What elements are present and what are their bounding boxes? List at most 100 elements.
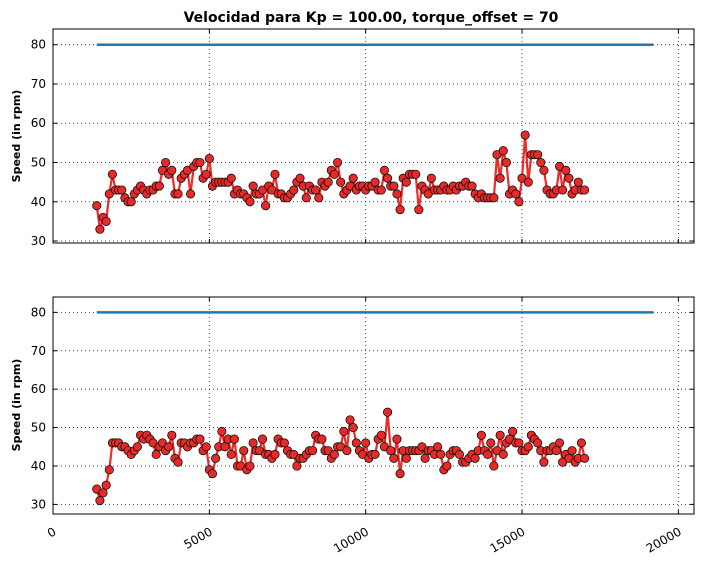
speed-point xyxy=(576,438,586,448)
speed-point xyxy=(580,453,590,463)
y-tick-label: 80 xyxy=(31,305,46,319)
speed-point xyxy=(389,181,399,191)
speed-point xyxy=(580,185,590,195)
speed-point xyxy=(201,169,211,179)
top-y-ticks: 30 40 50 60 70 80 xyxy=(31,38,694,248)
speed-point xyxy=(476,430,486,440)
speed-point xyxy=(314,193,324,203)
speed-point xyxy=(345,415,355,425)
speed-point xyxy=(279,438,289,448)
speed-point xyxy=(495,173,505,183)
speed-point xyxy=(107,169,117,179)
bottom-axes-frame xyxy=(52,296,695,515)
speed-point xyxy=(226,173,236,183)
y-tick-label: 50 xyxy=(31,156,46,170)
speed-point xyxy=(201,442,211,452)
y-tick-label: 40 xyxy=(31,459,46,473)
speed-point xyxy=(348,173,358,183)
x-tick-label: 0 xyxy=(45,524,59,540)
speed-point xyxy=(392,189,402,199)
speed-point xyxy=(117,185,127,195)
speed-point xyxy=(436,449,446,460)
speed-point xyxy=(248,181,258,191)
y-tick-label: 70 xyxy=(31,77,46,91)
speed-point xyxy=(245,461,255,471)
speed-point xyxy=(376,430,386,440)
speed-point xyxy=(395,469,405,479)
speed-point xyxy=(195,434,205,444)
y-tick-label: 30 xyxy=(31,234,46,248)
speed-point xyxy=(95,496,105,506)
speed-point xyxy=(95,224,105,234)
speed-point xyxy=(217,426,227,436)
speed-point xyxy=(98,488,108,498)
speed-point xyxy=(523,177,533,187)
speed-point xyxy=(361,438,371,448)
y-tick-label: 30 xyxy=(31,497,46,511)
speed-point xyxy=(558,185,568,195)
speed-point xyxy=(567,446,577,456)
speed-point xyxy=(573,177,583,187)
speed-point xyxy=(151,449,161,460)
speed-point xyxy=(164,442,174,452)
speed-point xyxy=(257,434,268,444)
speed-point xyxy=(204,154,214,164)
speed-point xyxy=(226,449,236,460)
y-tick-label: 40 xyxy=(31,195,46,209)
speed-point xyxy=(245,197,255,207)
speed-point xyxy=(336,177,346,187)
speed-point xyxy=(289,185,299,195)
speed-point xyxy=(420,453,430,463)
speed-point xyxy=(186,189,196,199)
speed-point xyxy=(348,423,358,433)
speed-point xyxy=(486,438,496,448)
speed-point xyxy=(392,434,402,444)
speed-point xyxy=(101,480,111,490)
speed-point xyxy=(433,442,443,452)
top-speed-panel: 30 40 50 60 70 80 Speed (in rpm) xyxy=(10,28,695,248)
speed-point xyxy=(167,165,177,175)
speed-point xyxy=(467,181,477,191)
speed-point xyxy=(523,442,533,452)
speed-point xyxy=(511,189,521,199)
speed-point xyxy=(498,146,508,156)
x-tick-label: 10000 xyxy=(331,524,371,555)
speed-point xyxy=(261,201,271,211)
speed-point xyxy=(470,453,480,463)
speed-point xyxy=(154,181,164,191)
speed-point xyxy=(454,449,465,460)
top-axes-frame xyxy=(52,28,695,244)
speed-point xyxy=(508,426,518,436)
speed-point xyxy=(207,469,218,479)
speed-point xyxy=(270,169,280,179)
bottom-series xyxy=(92,311,654,506)
speed-point xyxy=(489,461,499,471)
speed-point xyxy=(401,177,411,187)
speed-point xyxy=(270,449,280,460)
x-tick-label: 5000 xyxy=(181,524,214,551)
speed-point xyxy=(501,157,511,168)
speed-point xyxy=(426,173,436,183)
speed-point xyxy=(370,177,380,187)
measured-speed-line xyxy=(95,411,586,502)
speed-point xyxy=(301,193,311,203)
speed-point xyxy=(489,193,499,203)
speed-point xyxy=(536,157,546,168)
top-y-axis-label: Speed (in rpm) xyxy=(10,90,23,183)
y-tick-label: 50 xyxy=(31,421,46,435)
speed-point xyxy=(520,130,530,140)
speed-point xyxy=(554,438,565,448)
speed-point xyxy=(317,434,327,444)
x-tick-label: 15000 xyxy=(487,524,527,555)
speed-point xyxy=(389,453,399,463)
chart-title: Velocidad para Kp = 100.00, torque_offse… xyxy=(184,10,559,26)
bottom-speed-panel: 30 40 50 60 70 80 0 5000 10000 15000 20000 Speed … xyxy=(10,296,695,556)
speed-point xyxy=(229,434,239,444)
speed-point xyxy=(173,457,183,467)
speed-point xyxy=(514,197,524,207)
speed-point xyxy=(351,438,361,448)
speed-point xyxy=(307,446,318,456)
speed-point xyxy=(386,446,396,456)
speed-point xyxy=(248,438,258,448)
speed-point xyxy=(564,173,574,183)
